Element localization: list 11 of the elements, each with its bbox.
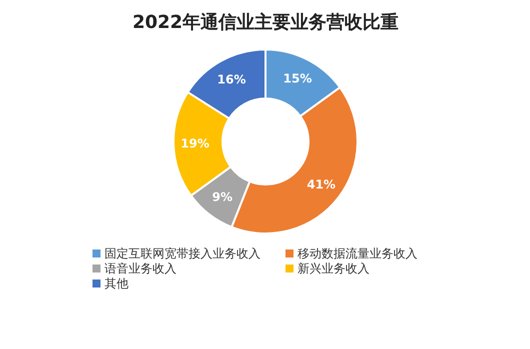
data-label: 9% [212, 190, 232, 204]
legend-label: 移动数据流量业务收入 [298, 246, 418, 260]
legend-label: 新兴业务收入 [298, 262, 370, 276]
legend-label: 其他 [104, 276, 128, 290]
data-label: 19% [180, 136, 210, 151]
chart-title: 2022年通信业主要业务营收比重 [132, 12, 399, 33]
legend-label: 语音业务收入 [104, 262, 176, 276]
data-label: 15% [283, 72, 312, 86]
data-label: 16% [217, 72, 246, 87]
data-label: 41% [306, 178, 336, 192]
legend-label: 固定互联网宽带接入业务收入 [104, 246, 260, 260]
